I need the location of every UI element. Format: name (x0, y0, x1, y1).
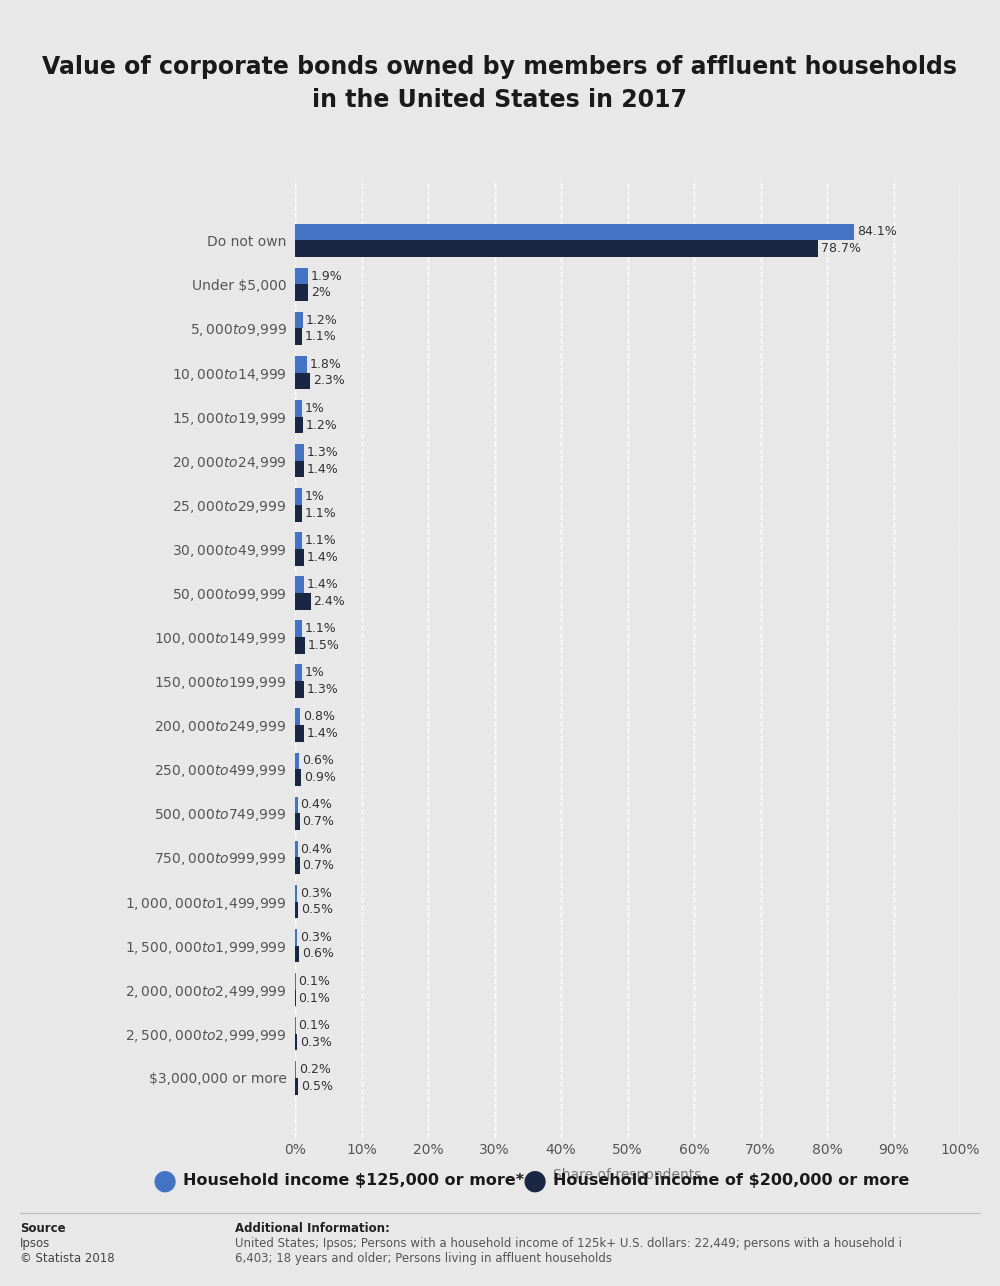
Text: 0.7%: 0.7% (302, 859, 334, 872)
Bar (295, 813, 300, 829)
Bar (295, 901, 298, 918)
Bar (295, 444, 304, 460)
Bar (295, 284, 308, 301)
Text: 1.1%: 1.1% (305, 534, 337, 547)
Text: 1.3%: 1.3% (306, 446, 338, 459)
Text: 1.4%: 1.4% (307, 550, 339, 563)
Text: 1.1%: 1.1% (305, 622, 337, 635)
Text: 0.3%: 0.3% (300, 931, 332, 944)
Bar (295, 373, 310, 390)
Bar (295, 400, 302, 417)
Text: 0.1%: 0.1% (298, 975, 330, 988)
Bar (295, 945, 299, 962)
Bar (295, 593, 311, 610)
Bar (295, 417, 303, 433)
Text: Value of corporate bonds owned by members of affluent households
in the United S: Value of corporate bonds owned by member… (42, 55, 958, 112)
Bar (295, 267, 308, 284)
Bar (295, 224, 854, 240)
Text: United States; Ipsos; Persons with a household income of 125k+ U.S. dollars: 22,: United States; Ipsos; Persons with a hou… (235, 1237, 902, 1265)
Bar (295, 1034, 297, 1051)
Text: 0.4%: 0.4% (300, 842, 332, 855)
Text: 1.9%: 1.9% (310, 270, 342, 283)
Text: 0.1%: 0.1% (298, 992, 330, 1004)
Text: 0.9%: 0.9% (304, 772, 336, 784)
Bar (295, 796, 298, 813)
Text: 0.6%: 0.6% (302, 755, 334, 768)
Bar (295, 576, 304, 593)
Text: 1.5%: 1.5% (308, 639, 340, 652)
Bar (295, 928, 297, 945)
Bar (295, 841, 298, 858)
Bar (295, 505, 302, 522)
Bar (295, 752, 299, 769)
Bar (295, 460, 304, 477)
Text: 1%: 1% (304, 666, 324, 679)
Text: 84.1%: 84.1% (857, 225, 897, 238)
Text: 1%: 1% (304, 490, 324, 503)
Text: ●: ● (523, 1166, 547, 1195)
Text: 1.4%: 1.4% (307, 579, 339, 592)
Bar (295, 1061, 296, 1078)
Bar (295, 637, 305, 653)
Text: 0.7%: 0.7% (302, 815, 334, 828)
Text: 0.4%: 0.4% (300, 799, 332, 811)
Text: 1.1%: 1.1% (305, 507, 337, 520)
Bar (295, 769, 301, 786)
Text: 1.2%: 1.2% (306, 314, 337, 327)
Bar (295, 489, 302, 505)
Text: 0.8%: 0.8% (303, 710, 335, 723)
Bar (295, 709, 300, 725)
Text: 0.5%: 0.5% (301, 903, 333, 917)
Text: 0.6%: 0.6% (302, 948, 334, 961)
Text: 1.4%: 1.4% (307, 463, 339, 476)
Bar (295, 885, 297, 901)
X-axis label: Share of respondents: Share of respondents (553, 1168, 702, 1182)
Text: Household income of $200,000 or more: Household income of $200,000 or more (553, 1173, 909, 1188)
Text: Source: Source (20, 1222, 66, 1235)
Text: Ipsos
© Statista 2018: Ipsos © Statista 2018 (20, 1237, 115, 1265)
Bar (295, 240, 818, 257)
Bar (295, 532, 302, 549)
Bar (295, 549, 304, 566)
Text: 0.5%: 0.5% (301, 1080, 333, 1093)
Text: 1.4%: 1.4% (307, 727, 339, 739)
Bar (295, 311, 303, 328)
Text: 2.3%: 2.3% (313, 374, 345, 387)
Text: ●: ● (153, 1166, 177, 1195)
Bar (295, 665, 302, 682)
Text: 2.4%: 2.4% (314, 595, 345, 608)
Text: 2%: 2% (311, 287, 331, 300)
Text: 1.1%: 1.1% (305, 331, 337, 343)
Text: 1.3%: 1.3% (306, 683, 338, 696)
Bar (295, 858, 300, 874)
Text: 1.2%: 1.2% (306, 418, 337, 432)
Text: Additional Information:: Additional Information: (235, 1222, 390, 1235)
Bar (295, 682, 304, 698)
Bar (295, 725, 304, 742)
Bar (295, 1078, 298, 1094)
Text: 0.3%: 0.3% (300, 886, 332, 900)
Text: Household income $125,000 or more*: Household income $125,000 or more* (183, 1173, 524, 1188)
Bar (295, 620, 302, 637)
Bar (295, 356, 307, 373)
Text: 0.3%: 0.3% (300, 1035, 332, 1048)
Text: 1.8%: 1.8% (310, 358, 342, 370)
Text: 0.1%: 0.1% (298, 1019, 330, 1031)
Text: 78.7%: 78.7% (821, 242, 861, 255)
Text: 1%: 1% (304, 401, 324, 415)
Text: 0.2%: 0.2% (299, 1064, 331, 1076)
Bar (295, 328, 302, 345)
